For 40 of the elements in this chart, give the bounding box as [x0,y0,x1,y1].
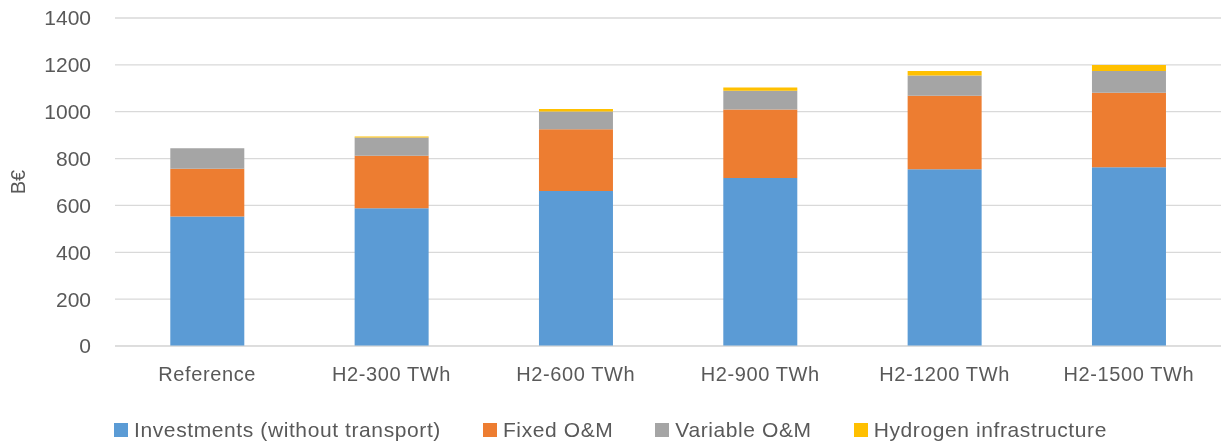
bar [538,190,613,346]
bar [1091,92,1166,168]
bar [170,216,245,346]
bar [723,178,798,346]
bar [170,148,245,169]
y-tick-label: 0 [79,334,91,358]
bar [907,169,982,346]
bar [538,111,613,130]
y-tick-label: 1400 [44,6,91,30]
legend-label: Variable O&M [675,417,812,442]
bar [907,95,982,170]
bar [1091,70,1166,93]
x-tick-label: Reference [158,363,257,386]
legend-label: Fixed O&M [502,417,614,442]
bar [1091,65,1166,71]
bar [354,155,429,209]
bar [907,70,982,76]
x-tick-label: H2-600 TWh [516,363,636,386]
x-tick-label: H2-300 TWh [331,363,452,386]
x-tick-label: H2-1200 TWh [879,363,1010,386]
bar [723,90,798,110]
bar [723,109,798,179]
x-tick-label: H2-1500 TWh [1063,363,1195,386]
y-tick-label: 400 [55,240,91,264]
y-tick-label: 800 [55,147,91,171]
bar [723,87,798,91]
y-tick-label: 600 [55,193,91,217]
x-tick-label: H2-900 TWh [700,363,820,386]
y-tick-label: 200 [55,287,91,311]
y-axis-title: B€ [7,169,30,195]
y-tick-label: 1000 [44,100,91,124]
legend-label: Investments (without transport) [134,417,441,442]
bar [1091,167,1166,346]
legend-label: Hydrogen infrastructure [873,417,1107,442]
bar [354,208,429,346]
y-tick-label: 1200 [44,53,91,77]
bar [170,168,245,217]
bar [354,137,429,156]
bar [538,129,613,191]
bar [907,75,982,96]
